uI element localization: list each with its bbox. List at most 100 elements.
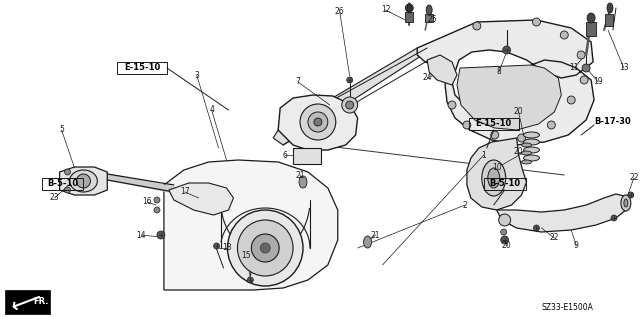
Bar <box>586 22 596 36</box>
Polygon shape <box>467 138 527 210</box>
Ellipse shape <box>154 207 160 213</box>
Text: 25: 25 <box>428 16 437 25</box>
Ellipse shape <box>463 121 471 129</box>
Text: 24: 24 <box>422 73 432 83</box>
Ellipse shape <box>260 243 270 253</box>
Text: 6: 6 <box>283 151 287 160</box>
Text: 22: 22 <box>550 234 559 242</box>
Ellipse shape <box>342 97 358 113</box>
Ellipse shape <box>299 176 307 188</box>
Ellipse shape <box>524 139 540 145</box>
Ellipse shape <box>252 234 279 262</box>
Ellipse shape <box>364 236 372 248</box>
Ellipse shape <box>347 77 353 83</box>
Bar <box>405 12 413 22</box>
Ellipse shape <box>524 147 540 153</box>
Ellipse shape <box>248 277 253 283</box>
Ellipse shape <box>624 199 628 207</box>
Ellipse shape <box>300 104 336 140</box>
Ellipse shape <box>500 236 509 244</box>
Ellipse shape <box>491 131 499 139</box>
Text: E-15-10: E-15-10 <box>476 120 512 129</box>
Text: B-5-10: B-5-10 <box>489 180 520 189</box>
Text: 13: 13 <box>619 63 628 72</box>
Ellipse shape <box>473 22 481 30</box>
Text: B-17-30: B-17-30 <box>594 117 631 127</box>
Bar <box>425 14 433 22</box>
Ellipse shape <box>157 231 165 239</box>
Ellipse shape <box>560 31 568 39</box>
Bar <box>293 148 321 164</box>
Bar <box>5 290 50 314</box>
Ellipse shape <box>237 220 293 276</box>
Text: 15: 15 <box>241 250 251 259</box>
Text: 1: 1 <box>481 151 486 160</box>
Bar <box>484 178 525 190</box>
Text: 11: 11 <box>570 63 579 72</box>
Polygon shape <box>169 183 234 215</box>
Ellipse shape <box>346 101 354 109</box>
Ellipse shape <box>547 121 556 129</box>
Ellipse shape <box>587 13 595 23</box>
Text: 4: 4 <box>209 106 214 115</box>
Ellipse shape <box>522 143 531 147</box>
Ellipse shape <box>580 76 588 84</box>
Ellipse shape <box>524 132 540 138</box>
Text: SZ33-E1500A: SZ33-E1500A <box>541 303 593 313</box>
Text: 20: 20 <box>502 241 511 249</box>
Ellipse shape <box>621 195 631 211</box>
Ellipse shape <box>448 101 456 109</box>
Text: FR.: FR. <box>33 296 48 306</box>
Text: 19: 19 <box>593 78 603 86</box>
Bar <box>42 178 83 190</box>
Text: 2: 2 <box>463 201 467 210</box>
Text: 12: 12 <box>381 5 390 14</box>
Text: 21: 21 <box>371 231 380 240</box>
Text: 5: 5 <box>59 125 64 135</box>
Text: 21: 21 <box>295 170 305 180</box>
Text: 18: 18 <box>221 243 231 253</box>
Polygon shape <box>164 160 338 290</box>
Ellipse shape <box>577 51 585 59</box>
Ellipse shape <box>582 64 590 72</box>
Text: B-5-10: B-5-10 <box>47 180 78 189</box>
Text: 7: 7 <box>296 78 300 86</box>
Polygon shape <box>273 48 427 145</box>
Ellipse shape <box>308 112 328 132</box>
Bar <box>469 118 518 130</box>
Ellipse shape <box>65 187 70 193</box>
Polygon shape <box>457 65 561 130</box>
Text: 16: 16 <box>142 197 152 206</box>
Ellipse shape <box>607 3 613 13</box>
Ellipse shape <box>405 4 413 12</box>
Ellipse shape <box>488 168 500 188</box>
Text: 22: 22 <box>629 174 639 182</box>
Text: 8: 8 <box>497 68 501 77</box>
Text: 23: 23 <box>50 194 60 203</box>
Ellipse shape <box>522 151 531 155</box>
Ellipse shape <box>502 46 511 54</box>
Text: 9: 9 <box>573 241 579 249</box>
Ellipse shape <box>65 169 70 175</box>
Text: 20: 20 <box>514 147 524 157</box>
Ellipse shape <box>482 160 506 196</box>
Ellipse shape <box>70 170 97 192</box>
Ellipse shape <box>524 155 540 161</box>
Bar <box>605 14 613 26</box>
Text: 10: 10 <box>492 164 502 173</box>
Ellipse shape <box>500 229 507 235</box>
Polygon shape <box>278 95 358 150</box>
Ellipse shape <box>534 225 540 231</box>
Polygon shape <box>427 55 457 85</box>
Ellipse shape <box>407 3 412 13</box>
Ellipse shape <box>214 243 220 249</box>
Ellipse shape <box>611 215 617 221</box>
Ellipse shape <box>314 118 322 126</box>
Ellipse shape <box>499 214 511 226</box>
Ellipse shape <box>628 192 634 198</box>
Ellipse shape <box>154 197 160 203</box>
Ellipse shape <box>532 18 540 26</box>
Text: E-15-10: E-15-10 <box>124 63 160 72</box>
Bar <box>117 62 167 74</box>
Polygon shape <box>497 194 628 232</box>
